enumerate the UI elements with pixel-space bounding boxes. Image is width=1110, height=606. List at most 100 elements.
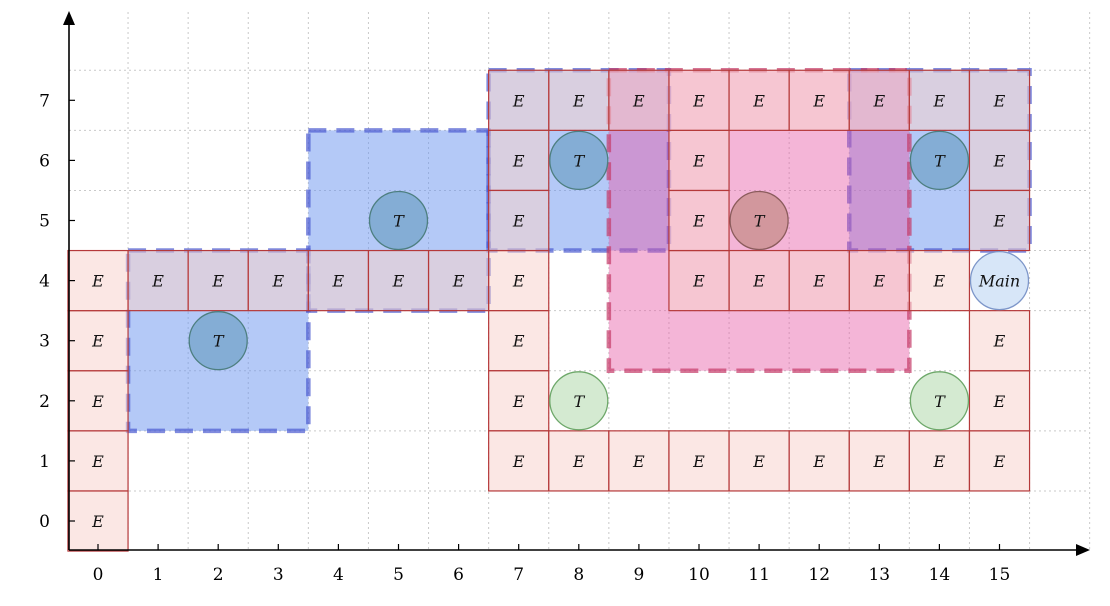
path-cell: E — [968, 310, 1031, 372]
tower-circle — [188, 311, 248, 371]
cell-box — [728, 249, 790, 312]
tower-circle — [549, 130, 609, 191]
y-tick-label: 6 — [39, 151, 50, 171]
cell-label: E — [572, 452, 585, 471]
cell-label: E — [752, 272, 765, 291]
cell-label: E — [211, 272, 224, 291]
cell-label: E — [91, 512, 104, 531]
cell-label: E — [692, 212, 705, 231]
cell-box — [668, 69, 730, 131]
cell-box — [968, 129, 1031, 192]
cell-box — [488, 129, 550, 192]
cell-label: E — [271, 272, 284, 291]
tower-blue: T — [549, 130, 609, 191]
path-cell: E — [67, 249, 129, 312]
path-cell: E — [488, 189, 550, 252]
tower-label: T — [934, 392, 946, 411]
path-cell: E — [968, 129, 1031, 192]
path-cell: E — [307, 249, 370, 312]
cell-box — [908, 249, 971, 312]
path-cell: E — [187, 249, 249, 312]
y-tick-label: 0 — [39, 512, 50, 532]
cell-label: E — [933, 272, 946, 291]
x-tick-label: 13 — [868, 565, 890, 585]
cell-box — [247, 249, 309, 312]
cell-box — [788, 249, 850, 312]
cell-label: E — [933, 91, 946, 110]
tower-label: T — [934, 151, 946, 170]
cell-label: E — [993, 392, 1006, 411]
cell-label: E — [91, 452, 104, 471]
path-cell: E — [67, 430, 129, 492]
tower-label: T — [754, 212, 766, 231]
path-cell: E — [728, 249, 790, 312]
cell-box — [307, 249, 370, 312]
path-cell: E — [488, 430, 550, 492]
path-cell: E — [548, 430, 610, 492]
y-tick-label: 3 — [39, 332, 50, 352]
path-cell: E — [488, 69, 550, 131]
cell-box — [67, 370, 129, 432]
path-cell: E — [728, 69, 790, 131]
cell-box — [728, 69, 790, 131]
cell-label: E — [872, 452, 885, 471]
main-label: Main — [978, 272, 1020, 291]
cell-label: E — [692, 91, 705, 110]
cell-label: E — [632, 452, 645, 471]
tower-circle — [549, 371, 609, 431]
cell-label: E — [752, 91, 765, 110]
cell-box — [67, 490, 129, 552]
path-cell: E — [908, 430, 971, 492]
cell-box — [488, 430, 550, 492]
cell-label: E — [151, 272, 164, 291]
cell-label: E — [392, 272, 405, 291]
cell-label: E — [993, 151, 1006, 170]
path-cell: E — [908, 69, 971, 131]
cell-box — [127, 249, 189, 312]
cell-label: E — [91, 332, 104, 351]
cell-label: E — [993, 332, 1006, 351]
tower-label: T — [393, 212, 405, 231]
tower-label: T — [573, 151, 585, 170]
path-cell: E — [67, 370, 129, 432]
cell-label: E — [692, 452, 705, 471]
cell-label: E — [812, 91, 825, 110]
towers: T T T T T T T — [188, 130, 970, 431]
cell-label: E — [512, 452, 525, 471]
cell-label: E — [512, 151, 525, 170]
y-axis-arrow — [63, 11, 75, 25]
cell-label: E — [993, 452, 1006, 471]
path-cell: E — [668, 249, 730, 312]
path-cell: E — [67, 490, 129, 552]
y-tick-label: 2 — [39, 392, 50, 412]
tower-circle — [909, 130, 970, 191]
cell-label: E — [91, 272, 104, 291]
x-tick-label: 2 — [213, 565, 224, 585]
path-cell: E — [848, 249, 910, 312]
x-tick-label: 3 — [273, 565, 284, 585]
cell-label: E — [993, 212, 1006, 231]
x-tick-label: 6 — [453, 565, 464, 585]
cell-label: E — [452, 272, 465, 291]
path-cell: E — [488, 370, 550, 432]
cell-box — [968, 430, 1031, 492]
cell-box — [187, 249, 249, 312]
tower-blue: T — [909, 130, 970, 191]
path-cell: E — [968, 370, 1031, 432]
cell-box — [668, 129, 730, 192]
path-cell: E — [488, 129, 550, 192]
path-cell: E — [848, 69, 910, 131]
tower-blue: T — [368, 190, 429, 251]
cell-label: E — [512, 332, 525, 351]
tower-label: T — [573, 392, 585, 411]
cell-box — [668, 430, 730, 492]
cell-box — [968, 69, 1031, 131]
y-tick-label: 1 — [39, 452, 50, 472]
cell-box — [668, 249, 730, 312]
path-cell: E — [968, 189, 1031, 252]
tower-circle — [729, 190, 789, 251]
cell-box — [488, 189, 550, 252]
path-cell: E — [488, 249, 550, 312]
cell-box — [788, 69, 850, 131]
